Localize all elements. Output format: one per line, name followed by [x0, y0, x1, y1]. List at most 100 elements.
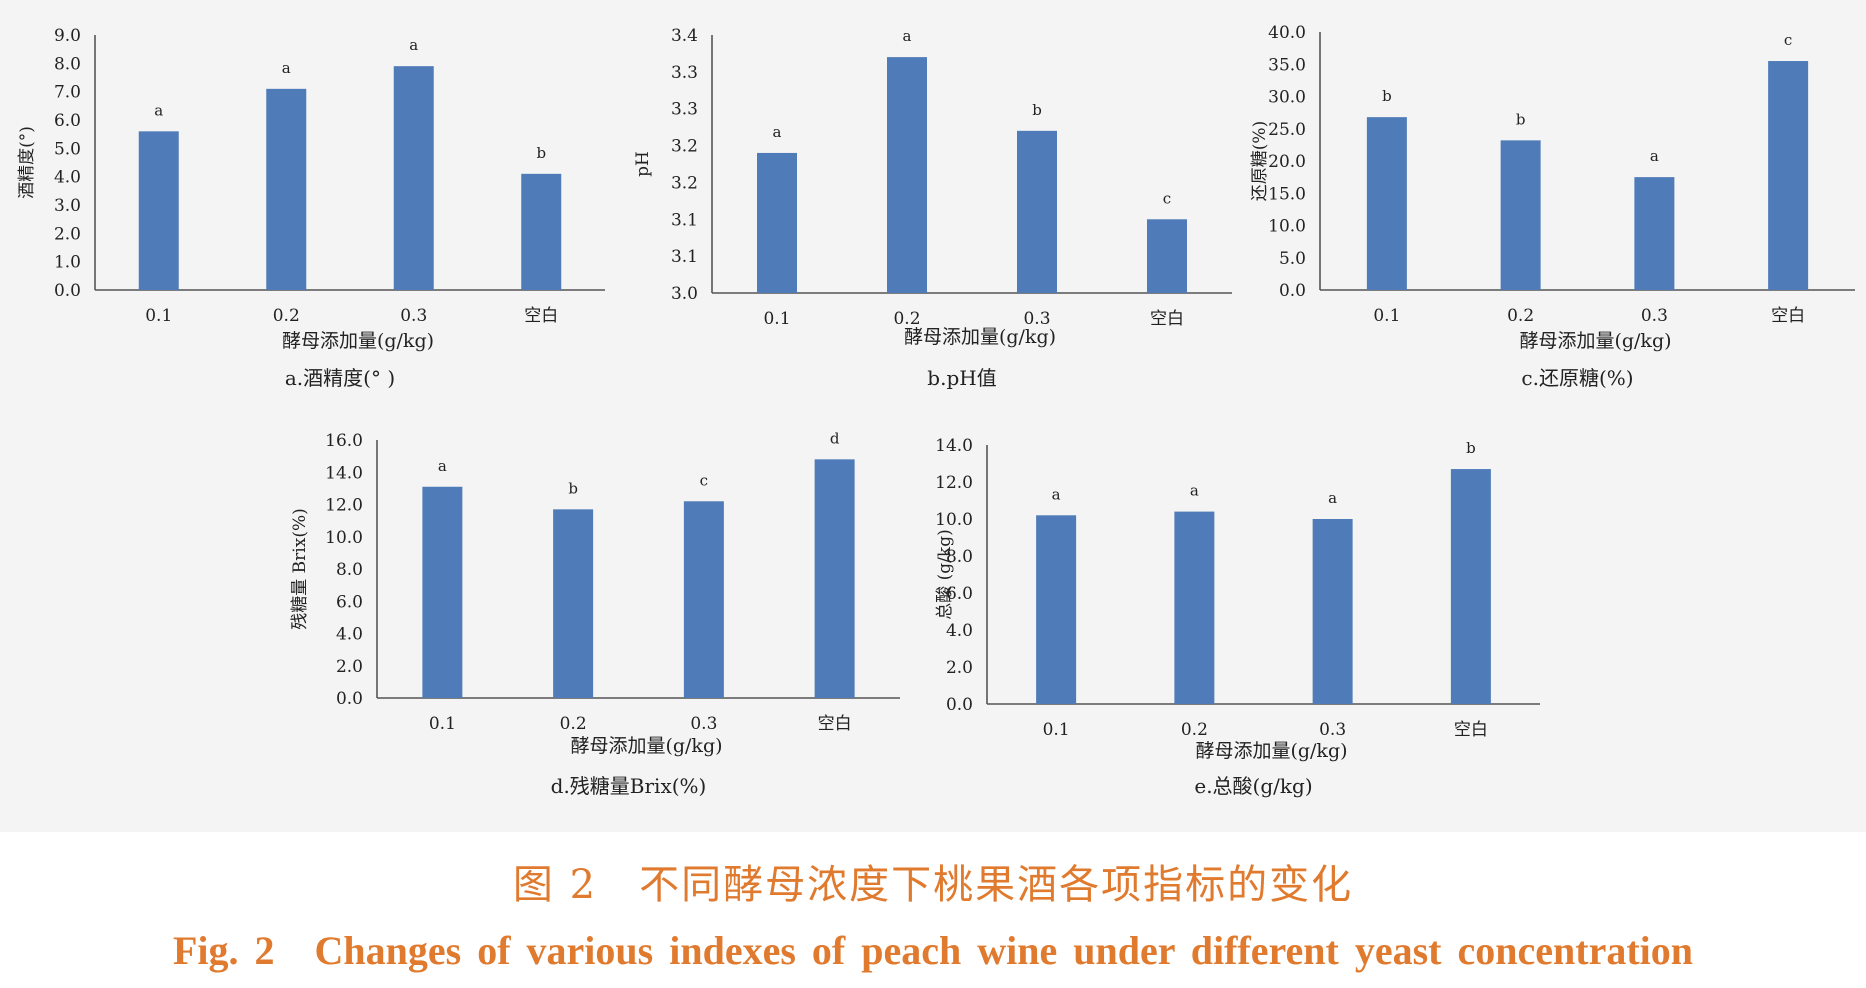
bar — [1634, 177, 1675, 290]
y-tick-label: 2.0 — [54, 224, 81, 244]
figure-caption-chinese: 图 2 不同酵母浓度下桃果酒各项指标的变化 — [512, 862, 1354, 908]
significance-letter: b — [568, 479, 578, 497]
x-tick-label: 0.1 — [1043, 720, 1070, 740]
bar — [553, 509, 594, 698]
y-tick-label: 4.0 — [946, 621, 973, 641]
y-tick-label: 6.0 — [946, 584, 973, 604]
y-tick-label: 9.0 — [54, 26, 81, 46]
significance-letter: a — [438, 457, 447, 475]
y-tick-label: 30.0 — [1268, 88, 1306, 108]
x-tick-label: 0.2 — [1181, 720, 1208, 740]
y-tick-label: 0.0 — [1279, 281, 1306, 301]
bar — [1174, 511, 1215, 704]
x-tick-label: 0.2 — [1507, 306, 1534, 326]
y-tick-label: 14.0 — [935, 436, 973, 456]
significance-letter: a — [903, 27, 912, 45]
significance-letter: b — [1032, 101, 1042, 119]
bar — [757, 152, 797, 293]
bar — [1366, 117, 1407, 290]
y-axis-title: 酒精度(°) — [17, 126, 37, 199]
y-tick-label: 12.0 — [935, 473, 973, 493]
y-tick-label: 0.0 — [946, 695, 973, 715]
significance-letter: a — [773, 123, 782, 141]
bar — [393, 66, 434, 291]
x-tick-label: 0.3 — [1641, 306, 1668, 326]
x-tick-label: 0.3 — [690, 714, 717, 734]
y-tick-label: 1.0 — [54, 253, 81, 273]
significance-letter: a — [1052, 485, 1061, 503]
y-tick-label: 3.4 — [671, 26, 698, 46]
panel-caption: a.酒精度(° ) — [285, 366, 395, 390]
y-tick-label: 10.0 — [1268, 217, 1306, 237]
x-tick-label: 0.1 — [429, 714, 456, 734]
y-tick-label: 8.0 — [336, 560, 363, 580]
panel-caption: b.pH值 — [927, 366, 996, 390]
y-axis-title: 还原糖(%) — [1250, 121, 1270, 201]
y-tick-label: 3.0 — [54, 196, 81, 216]
y-tick-label: 7.0 — [54, 83, 81, 103]
y-tick-label: 6.0 — [336, 592, 363, 612]
significance-letter: b — [1466, 439, 1476, 457]
significance-letter: c — [1163, 189, 1171, 207]
bar — [1036, 515, 1077, 704]
x-tick-label: 空白 — [1454, 720, 1488, 740]
x-tick-label: 空白 — [1150, 309, 1184, 329]
y-tick-label: 35.0 — [1268, 55, 1306, 75]
significance-letter: a — [1328, 489, 1337, 507]
y-tick-label: 6.0 — [54, 111, 81, 131]
x-tick-label: 0.2 — [273, 306, 300, 326]
y-tick-label: 4.0 — [336, 625, 363, 645]
x-tick-label: 空白 — [1771, 306, 1805, 326]
x-tick-label: 0.2 — [893, 309, 920, 329]
y-tick-label: 5.0 — [54, 139, 81, 159]
bar — [887, 57, 927, 293]
y-tick-label: 16.0 — [325, 431, 363, 451]
bar — [1500, 140, 1541, 290]
y-tick-label: 8.0 — [54, 54, 81, 74]
bar — [683, 501, 724, 698]
significance-letter: a — [1650, 147, 1659, 165]
y-tick-label: 10.0 — [325, 528, 363, 548]
x-axis-title: 酵母添加量(g/kg) — [1519, 330, 1671, 352]
significance-letter: b — [1516, 110, 1526, 128]
y-tick-label: 25.0 — [1268, 120, 1306, 140]
x-axis-title: 酵母添加量(g/kg) — [1195, 740, 1347, 762]
x-tick-label: 0.2 — [560, 714, 587, 734]
panel-caption: c.还原糖(%) — [1521, 366, 1633, 390]
y-tick-label: 3.1 — [671, 247, 698, 267]
bar — [1768, 61, 1809, 291]
x-tick-label: 0.1 — [145, 306, 172, 326]
y-tick-label: 3.2 — [671, 137, 698, 157]
y-tick-label: 3.2 — [671, 173, 698, 193]
figure-panel-area — [0, 0, 1866, 832]
y-tick-label: 15.0 — [1268, 184, 1306, 204]
bar — [521, 173, 562, 290]
y-axis-title: 总酸 (g/kg) — [935, 529, 955, 619]
y-tick-label: 4.0 — [54, 168, 81, 188]
y-tick-label: 12.0 — [325, 496, 363, 516]
charts-canvas: 0.0 1.0 2.0 3.0 4.0 5.0 6.0 7.0 8.0 9.0 0.1 a 0.2 a 0.… — [17, 23, 1855, 798]
significance-letter: c — [700, 471, 708, 489]
panel-caption: d.残糖量Brix(%) — [551, 774, 707, 798]
significance-letter: a — [409, 36, 418, 54]
bar — [1450, 469, 1491, 704]
bar — [1017, 130, 1057, 293]
y-tick-label: 3.1 — [671, 210, 698, 230]
significance-letter: a — [282, 59, 291, 77]
x-tick-label: 空白 — [524, 306, 558, 326]
bar — [422, 486, 463, 698]
y-tick-label: 14.0 — [325, 463, 363, 483]
x-axis-title: 酵母添加量(g/kg) — [904, 326, 1056, 348]
y-tick-label: 3.3 — [671, 63, 698, 83]
y-tick-label: 20.0 — [1268, 152, 1306, 172]
x-tick-label: 0.1 — [763, 309, 790, 329]
bar — [1312, 519, 1353, 704]
x-tick-label: 0.1 — [1373, 306, 1400, 326]
x-tick-label: 0.3 — [1319, 720, 1346, 740]
x-axis-title: 酵母添加量(g/kg) — [570, 735, 722, 757]
significance-letter: b — [536, 144, 546, 162]
significance-letter: b — [1382, 87, 1392, 105]
bar — [138, 131, 179, 290]
y-tick-label: 0.0 — [54, 281, 81, 301]
y-tick-label: 10.0 — [935, 510, 973, 530]
